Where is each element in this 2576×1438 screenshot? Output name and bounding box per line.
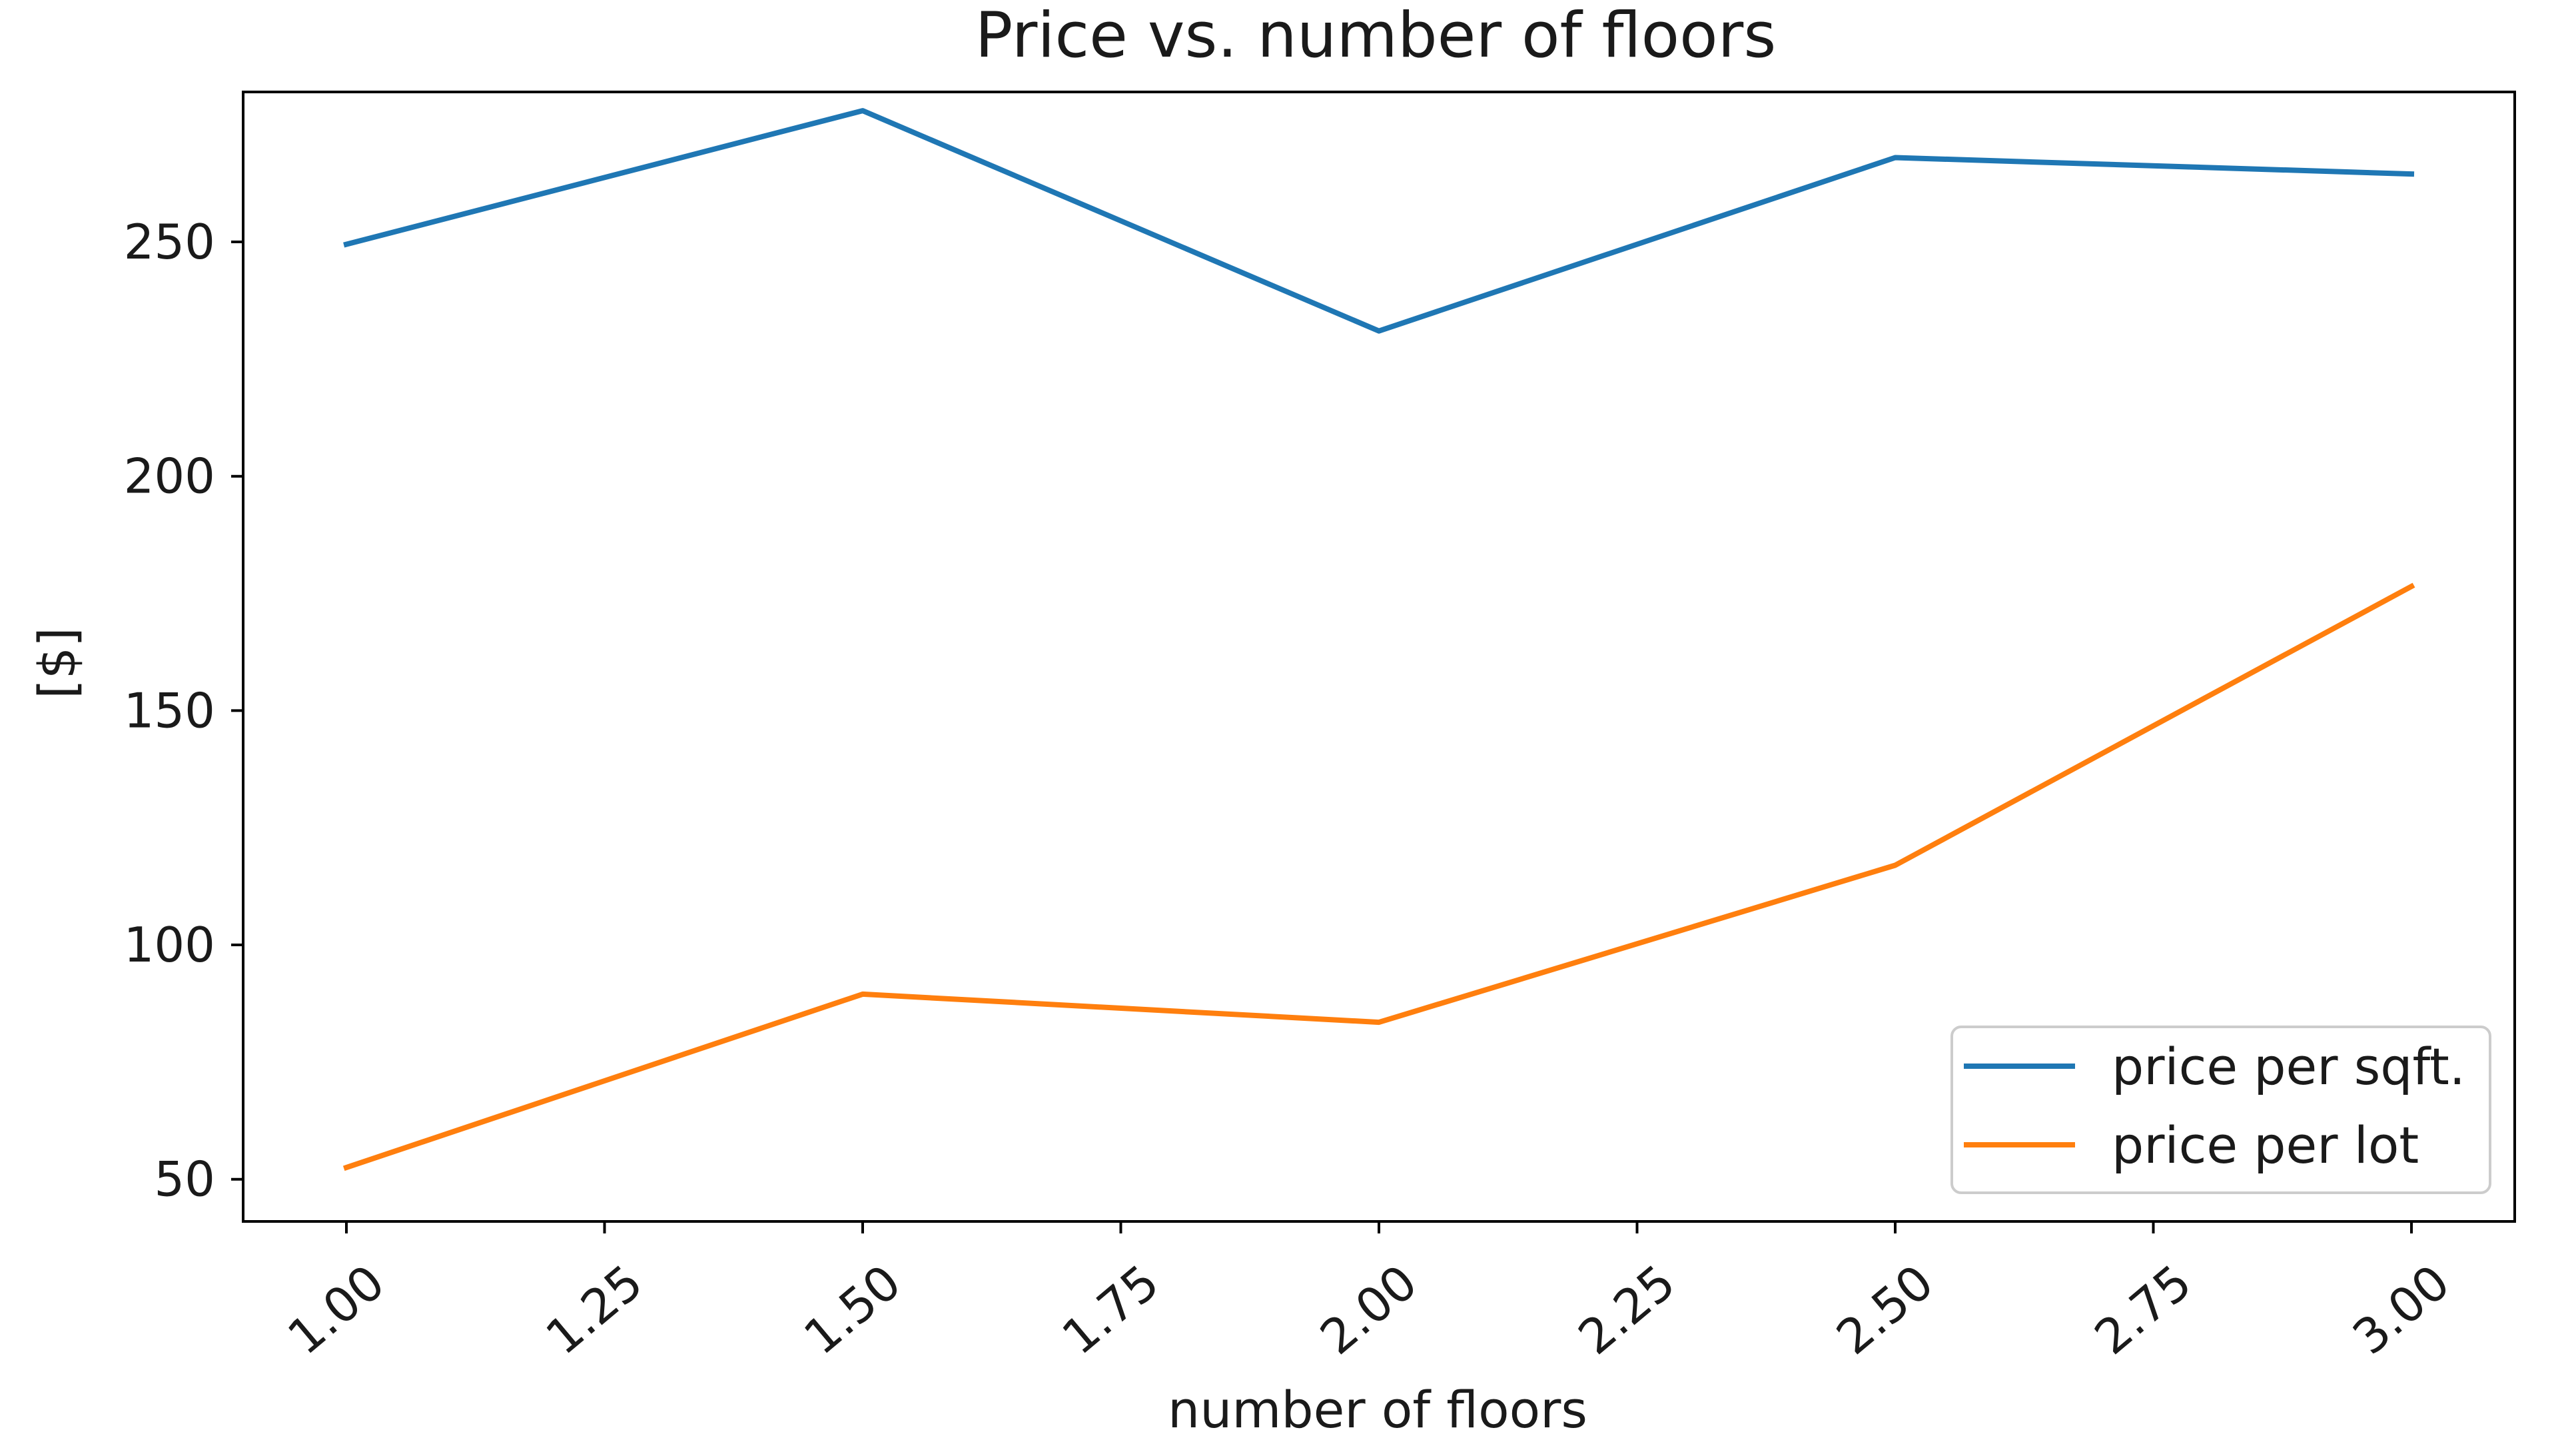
x-tick-label: 1.75 (1052, 1254, 1170, 1365)
legend-label-price-per-lot: price per lot (2112, 1115, 2419, 1175)
y-tick-label: 250 (124, 214, 215, 270)
legend: price per sqft. price per lot (1950, 1026, 2491, 1194)
x-axis-label: number of floors (1168, 1380, 1587, 1438)
x-tick-label: 1.25 (536, 1254, 653, 1365)
y-tick-label: 200 (124, 448, 215, 504)
y-tick-label: 100 (124, 917, 215, 973)
x-tick-label: 3.00 (2342, 1254, 2460, 1365)
x-tick-label: 1.50 (793, 1254, 911, 1365)
legend-label-price-per-sqft: price per sqft. (2112, 1037, 2465, 1096)
series-line-price-per-sqft (343, 108, 2415, 334)
series-line-price-per-lot (342, 582, 2415, 1171)
x-tick-label: 2.50 (1826, 1254, 1944, 1365)
y-tick-label: 50 (154, 1151, 215, 1207)
y-axis: 50 100 150 200 250 (124, 214, 243, 1207)
y-axis-label: [$] (27, 627, 87, 699)
x-tick-label: 2.25 (1568, 1254, 1686, 1365)
x-tick-label: 2.00 (1310, 1254, 1428, 1365)
x-tick-label: 1.00 (277, 1254, 395, 1365)
y-tick-label: 150 (124, 682, 215, 738)
legend-box (1950, 1026, 2491, 1194)
chart-title: Price vs. number of floors (975, 0, 1777, 72)
x-tick-label: 2.75 (2084, 1254, 2202, 1365)
x-axis: 1.00 1.25 1.50 1.75 2.00 2.25 2.50 2.75 3.00 (277, 1221, 2460, 1365)
series-lines (342, 108, 2415, 1171)
